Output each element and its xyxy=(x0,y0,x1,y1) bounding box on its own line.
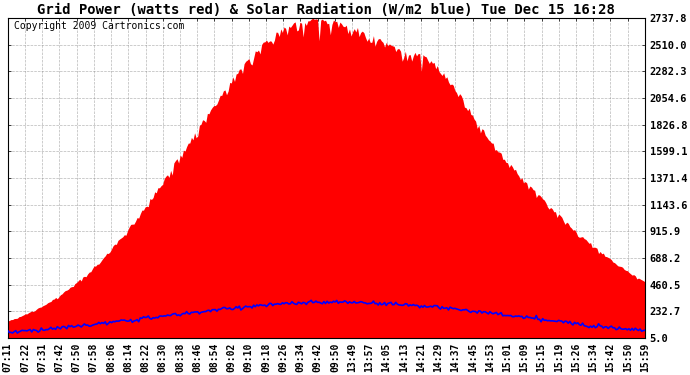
Title: Grid Power (watts red) & Solar Radiation (W/m2 blue) Tue Dec 15 16:28: Grid Power (watts red) & Solar Radiation… xyxy=(37,3,615,17)
Text: Copyright 2009 Cartronics.com: Copyright 2009 Cartronics.com xyxy=(14,21,184,31)
